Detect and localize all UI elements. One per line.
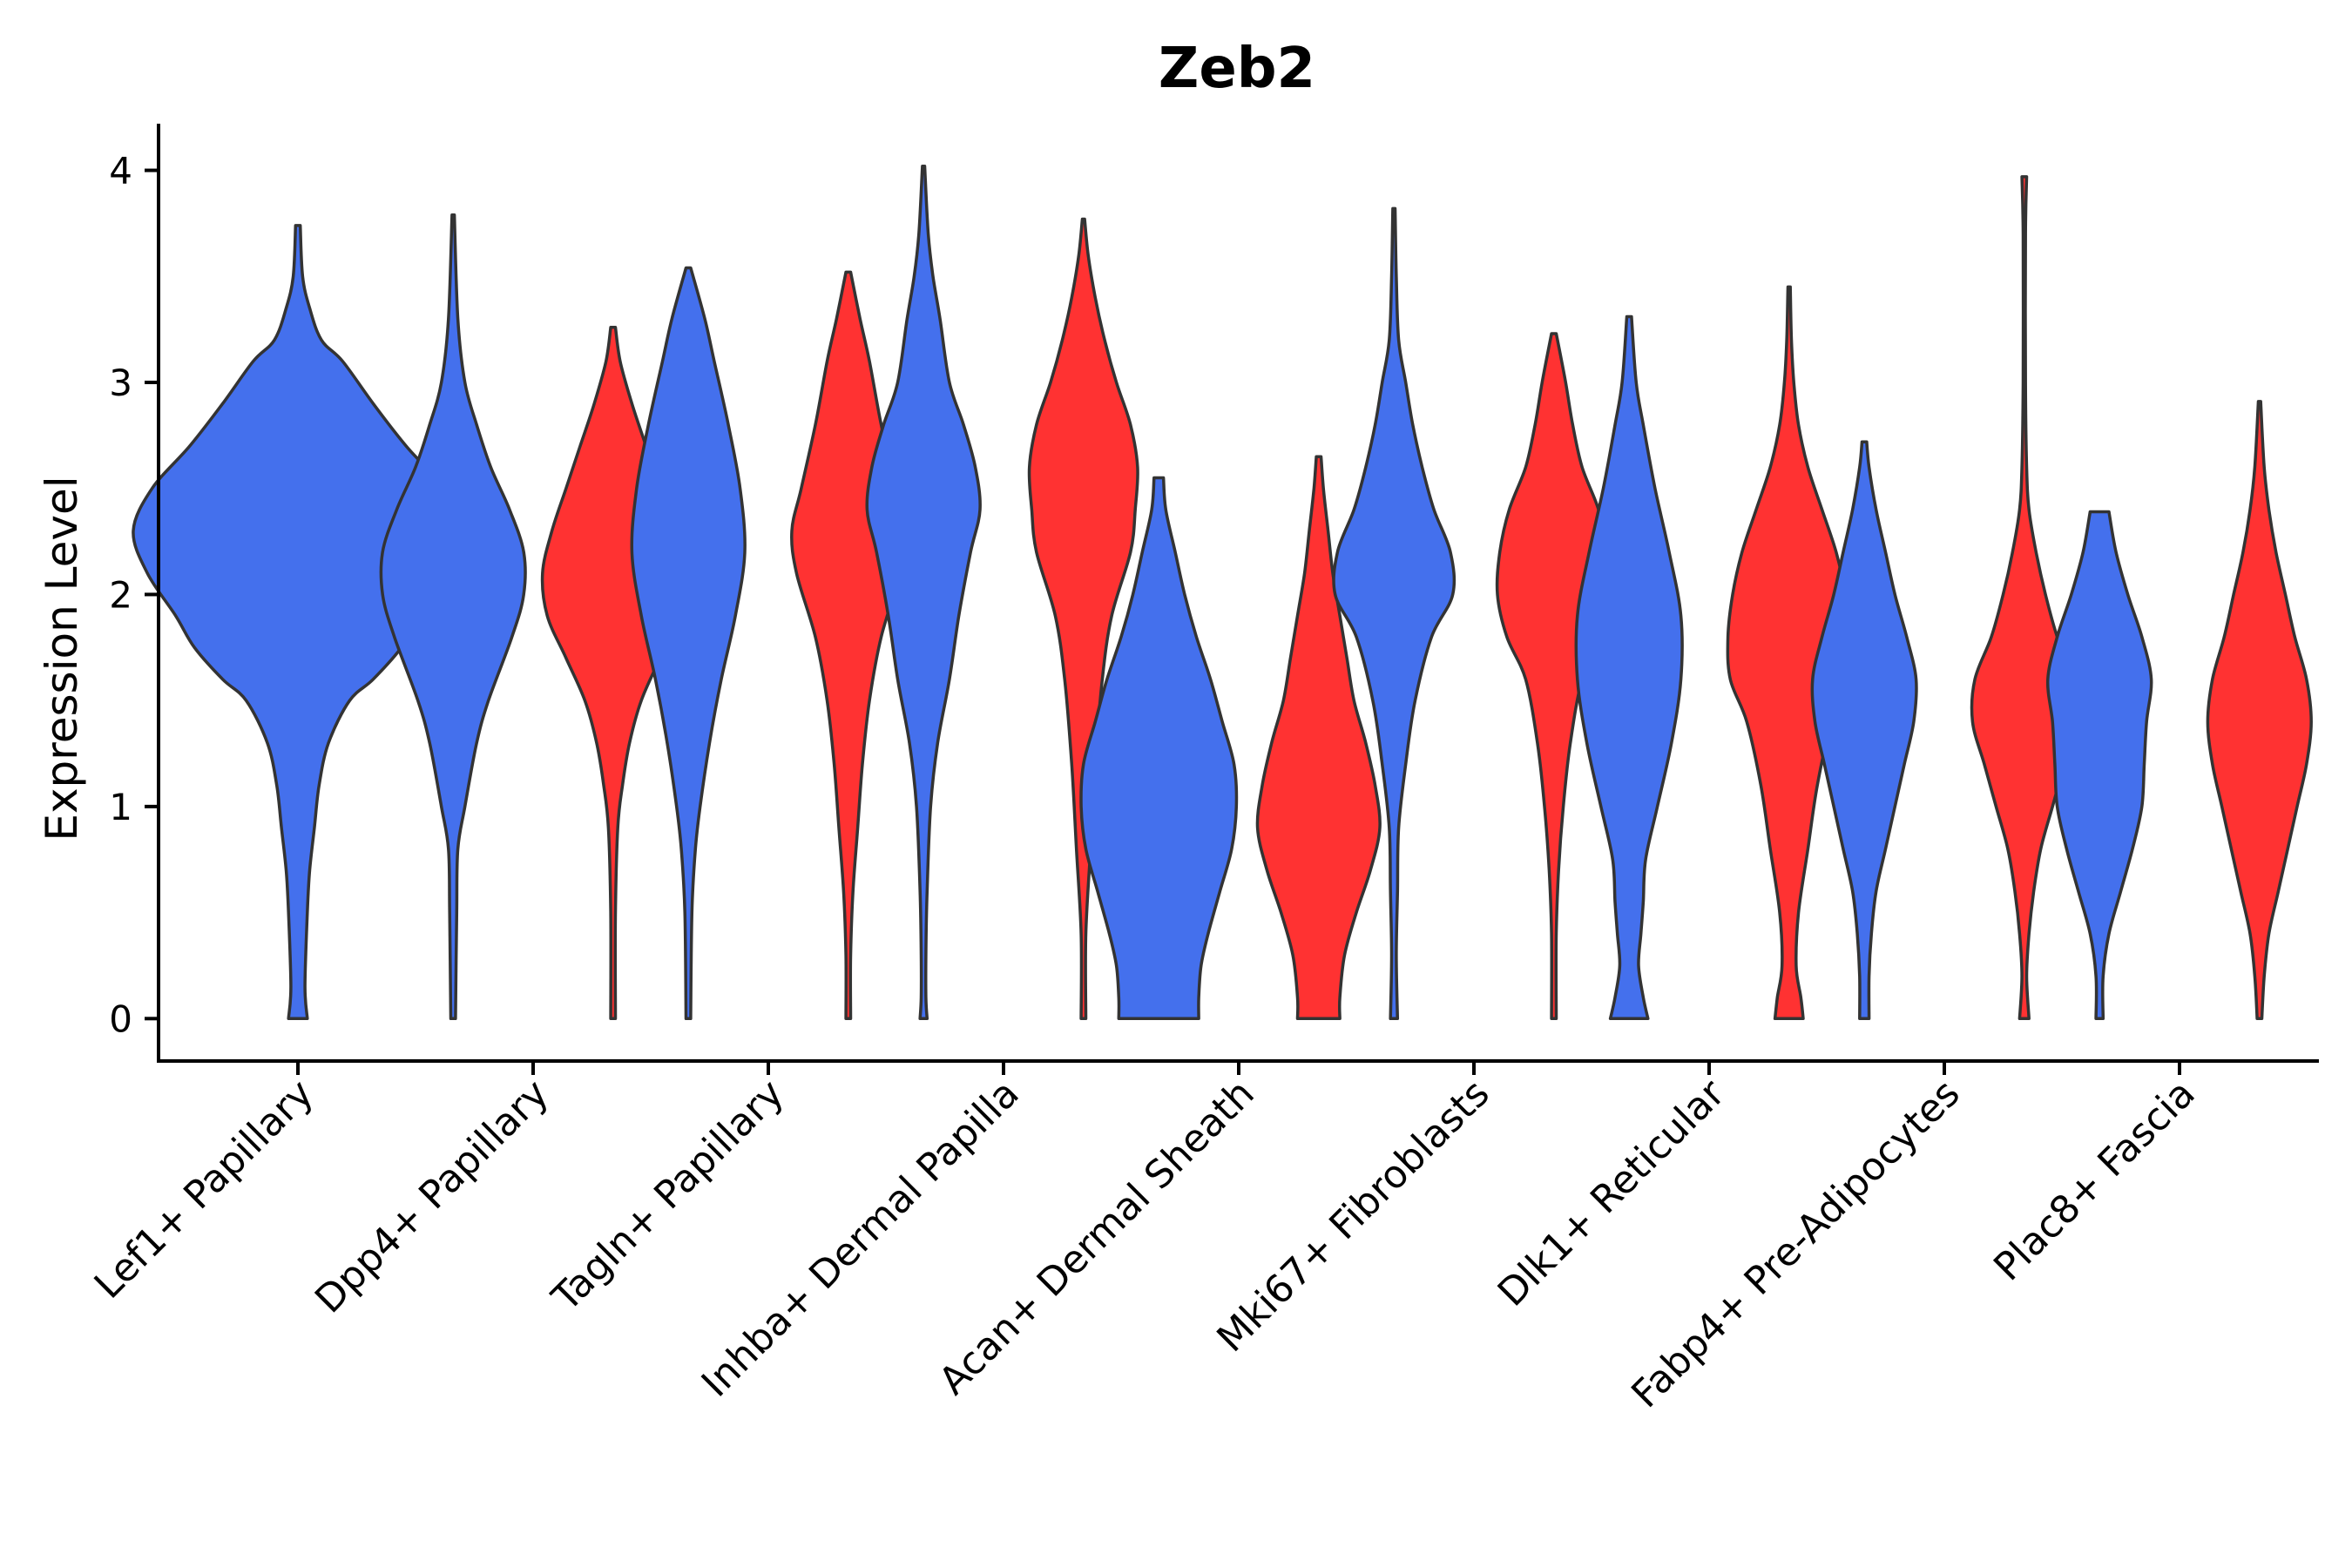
y-axis-ticks: 0 1 2 3 4 [109,150,159,1040]
violin-blue [1810,440,1918,1021]
violin-red [2206,400,2313,1021]
y-axis-label: Expression Level [37,476,87,841]
violin-red [1495,332,1612,1021]
violin-blue [132,224,464,1021]
y-tick-label: 0 [109,997,132,1040]
violin-red [1726,285,1853,1021]
violin-blue [1332,206,1456,1021]
violin-red [1255,455,1382,1021]
violin-blue [630,266,747,1021]
y-tick-label: 2 [109,573,132,616]
x-tick-label: Plac8+ Fascia [1985,1071,2204,1290]
chart-title: Zeb2 [1159,37,1315,101]
x-tick-label: Dlk1+ Reticular [1490,1071,1734,1315]
y-tick-label: 3 [109,362,132,404]
violin-red [1027,217,1139,1021]
violin-group [132,164,2313,1021]
y-tick-label: 1 [109,786,132,828]
y-tick-label: 4 [109,150,132,193]
violin-blue [2045,510,2153,1021]
x-tick-label: Dpp4+ Papillary [307,1071,558,1322]
violin-blue [379,213,527,1021]
violin-red [790,270,907,1021]
x-tick-label: Tagln+ Papillary [544,1071,793,1321]
x-tick-label: Mki67+ Fibroblasts [1208,1071,1497,1361]
violin-blue [1574,314,1684,1021]
x-tick-label: Lef1+ Papillary [86,1071,322,1308]
violin-blue [865,164,982,1021]
violin-red [1970,175,2078,1021]
violin-blue [1079,476,1239,1021]
